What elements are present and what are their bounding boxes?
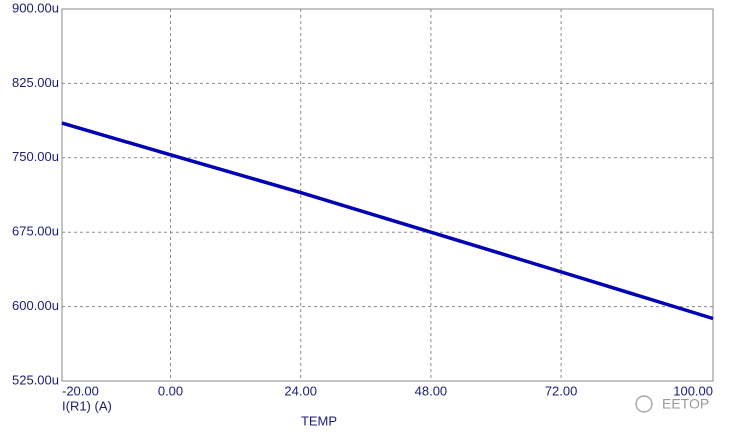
watermark-circle (635, 395, 653, 413)
y-tick-label: 825.00u (12, 75, 59, 90)
x-tick-label: 0.00 (158, 383, 183, 398)
x-tick-label: -20.00 (62, 383, 99, 398)
y-tick-label: 675.00u (12, 224, 59, 239)
y-tick-label: 900.00u (12, 0, 59, 15)
x-tick-label: 100.00 (673, 383, 713, 398)
series-line (61, 121, 714, 321)
y-tick-label: 600.00u (12, 298, 59, 313)
y-tick-label: 750.00u (12, 149, 59, 164)
legend-entry: I(R1) (A) (62, 398, 112, 413)
watermark-icon (635, 395, 653, 413)
x-tick-label: 72.00 (545, 383, 578, 398)
x-tick-label: 48.00 (415, 383, 448, 398)
x-tick-label: 24.00 (284, 383, 317, 398)
x-axis-label: TEMP (301, 413, 337, 428)
plot-frame (61, 8, 714, 382)
y-tick-label: 525.00u (12, 372, 59, 387)
watermark: EETOP (662, 396, 709, 412)
